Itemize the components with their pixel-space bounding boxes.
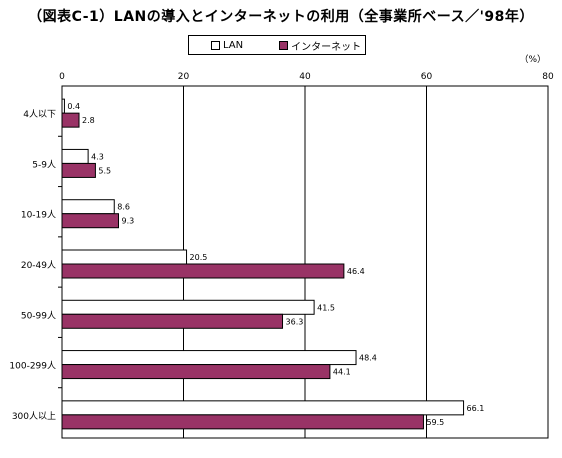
x-tick-label: 40 <box>299 72 311 82</box>
data-label-lan: 0.4 <box>67 102 80 111</box>
data-label-lan: 48.4 <box>359 354 377 363</box>
data-label-internet: 2.8 <box>82 116 95 125</box>
data-label-internet: 36.3 <box>286 317 304 326</box>
category-label: 50-99人 <box>21 310 56 321</box>
bar-lan <box>61 400 465 416</box>
legend: LAN インターネット <box>188 35 366 55</box>
bar-lan <box>61 350 357 366</box>
data-label-internet: 59.5 <box>426 418 444 427</box>
x-tick-label: 0 <box>59 72 65 82</box>
bar-internet <box>61 414 424 430</box>
bar-lan <box>61 299 315 315</box>
legend-item-internet: インターネット <box>279 38 361 53</box>
category-label: 300人以上 <box>12 411 56 422</box>
legend-swatch-internet <box>279 40 289 50</box>
unit-label: （%） <box>519 54 546 65</box>
bar-internet <box>61 112 80 128</box>
category-label: 10-19人 <box>21 210 56 221</box>
legend-swatch-lan <box>211 40 220 50</box>
data-label-lan: 66.1 <box>467 404 485 413</box>
bar-lan <box>61 148 89 164</box>
bar-internet <box>61 364 331 380</box>
x-tick-label: 60 <box>421 72 433 82</box>
data-label-internet: 46.4 <box>347 267 365 276</box>
data-label-internet: 9.3 <box>121 217 134 226</box>
category-label: 5-9人 <box>32 159 56 170</box>
data-label-lan: 20.5 <box>190 253 208 262</box>
category-label: 100-299人 <box>9 361 56 372</box>
bar-internet <box>61 213 119 229</box>
data-label-lan: 41.5 <box>317 303 335 312</box>
legend-label-lan: LAN <box>223 39 244 51</box>
category-label: 4人以下 <box>23 109 56 120</box>
data-label-lan: 8.6 <box>117 203 130 212</box>
bar-lan <box>61 98 65 114</box>
legend-item-lan: LAN <box>211 40 243 51</box>
bar-lan <box>61 249 188 265</box>
data-label-internet: 5.5 <box>98 166 111 175</box>
data-label-lan: 4.3 <box>91 152 104 161</box>
bar-internet <box>61 162 96 178</box>
data-label-internet: 44.1 <box>333 368 351 377</box>
x-tick-label: 20 <box>178 72 190 82</box>
legend-label-internet: インターネット <box>291 41 362 53</box>
x-tick-label: 80 <box>542 72 554 82</box>
bar-lan <box>61 199 115 215</box>
bar-internet <box>61 313 284 329</box>
chart-title: （図表C-1）LANの導入とインターネットの利用（全事業所ベース／'98年） <box>28 9 534 25</box>
category-label: 20-49人 <box>21 260 56 271</box>
bar-internet <box>61 263 345 279</box>
